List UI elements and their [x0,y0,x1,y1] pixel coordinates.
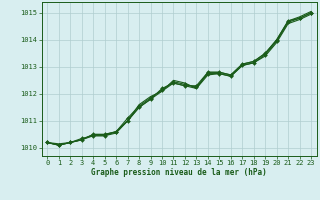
X-axis label: Graphe pression niveau de la mer (hPa): Graphe pression niveau de la mer (hPa) [91,168,267,177]
